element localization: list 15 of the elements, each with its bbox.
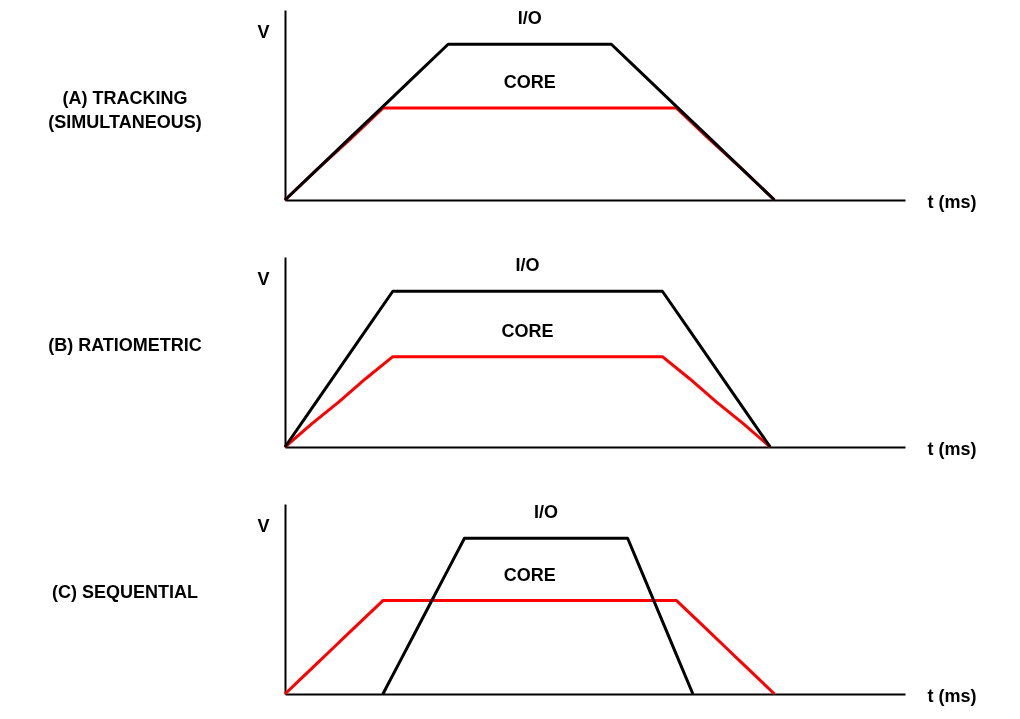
series-label: CORE: [501, 320, 554, 341]
series-label: CORE: [503, 72, 556, 93]
x-axis-title: t (ms): [927, 438, 977, 459]
x-axis-title: t (ms): [927, 191, 977, 212]
y-axis-title: V: [257, 268, 270, 289]
text: (A) TRACKING (SIMULTANEOUS): [48, 88, 202, 132]
series-label: I/O: [534, 502, 559, 523]
y-axis-title: V: [257, 21, 270, 42]
text: (B) RATIOMETRIC: [48, 335, 202, 355]
text: (C) SEQUENTIAL: [52, 582, 198, 602]
series-label: I/O: [517, 8, 542, 29]
series-label: CORE: [503, 564, 556, 585]
x-axis-title: t (ms): [927, 685, 977, 706]
y-axis-title: V: [257, 515, 270, 536]
series-label: I/O: [515, 255, 540, 276]
